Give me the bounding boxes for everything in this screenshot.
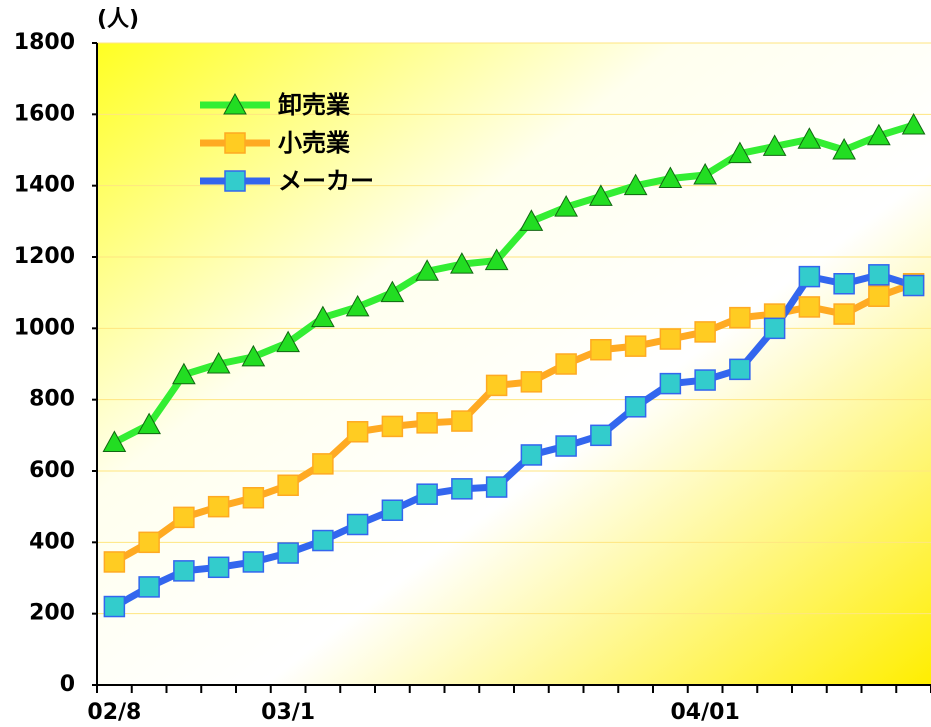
data-point — [451, 410, 473, 432]
data-point — [380, 280, 405, 303]
data-point — [311, 305, 335, 328]
data-point — [173, 506, 195, 529]
data-point — [763, 317, 786, 340]
data-point — [207, 495, 230, 518]
y-tick-label: 200 — [29, 601, 75, 626]
data-point — [137, 412, 161, 435]
data-point — [555, 353, 577, 375]
data-point — [415, 259, 439, 281]
data-point — [416, 412, 438, 434]
data-point — [832, 137, 856, 160]
data-point — [590, 338, 612, 361]
data-point — [485, 476, 508, 498]
y-tick-label: 1000 — [14, 315, 75, 340]
y-tick-label: 1800 — [14, 30, 75, 55]
data-point — [207, 556, 230, 579]
data-point — [833, 303, 855, 325]
data-point — [484, 248, 509, 271]
data-point — [173, 560, 195, 582]
y-tick-label: 1200 — [14, 244, 75, 269]
data-point — [172, 362, 196, 385]
data-point — [381, 499, 404, 521]
data-point — [381, 415, 404, 438]
data-point — [554, 195, 578, 217]
data-point — [312, 453, 334, 475]
data-point — [623, 173, 648, 196]
data-point — [694, 321, 716, 343]
data-point — [798, 296, 821, 318]
data-point — [277, 542, 299, 564]
data-point — [693, 162, 717, 185]
data-point — [589, 184, 613, 206]
y-tick-label: 600 — [29, 458, 75, 483]
data-point — [206, 351, 231, 374]
x-tick-label: 04/01 — [670, 700, 739, 725]
legend-label: メーカー — [278, 167, 374, 195]
data-point — [345, 294, 370, 317]
data-point — [138, 576, 160, 598]
data-point — [728, 141, 752, 164]
data-point — [241, 344, 266, 367]
data-point — [624, 335, 647, 357]
data-point — [103, 595, 126, 618]
data-point — [485, 374, 508, 397]
data-point — [312, 529, 334, 552]
data-point — [762, 134, 787, 156]
y-tick-label: 0 — [60, 672, 75, 697]
data-point — [450, 252, 474, 274]
x-tick-label: 03/1 — [261, 700, 315, 725]
data-point — [555, 435, 577, 457]
data-point — [797, 127, 822, 149]
x-tick-label: 02/8 — [87, 700, 141, 725]
data-point — [868, 264, 890, 286]
data-point — [624, 396, 647, 418]
y-tick-label: 1600 — [14, 101, 75, 126]
legend-marker — [224, 170, 246, 192]
data-point — [346, 421, 369, 443]
data-point — [729, 306, 751, 329]
data-point — [276, 330, 300, 353]
data-point — [833, 273, 855, 295]
data-point — [694, 369, 716, 391]
y-tick-label: 400 — [29, 529, 75, 554]
data-point — [901, 112, 926, 135]
data-point — [103, 551, 126, 573]
data-point — [277, 474, 299, 497]
data-point — [138, 531, 160, 554]
data-point — [729, 358, 751, 381]
data-point — [868, 285, 890, 307]
y-tick-label: 800 — [29, 387, 75, 412]
data-point — [242, 487, 265, 509]
data-point — [902, 274, 925, 297]
data-point — [590, 424, 612, 447]
data-point — [242, 551, 265, 573]
data-point — [519, 209, 544, 231]
legend-marker — [224, 132, 246, 154]
data-point — [659, 328, 682, 350]
legend-label: 小売業 — [278, 129, 350, 157]
data-point — [658, 166, 683, 189]
data-point — [346, 513, 369, 536]
legend-marker — [223, 92, 247, 115]
data-point — [659, 372, 682, 395]
data-point — [867, 123, 891, 146]
data-point — [416, 483, 438, 505]
data-point — [451, 478, 473, 500]
data-point — [798, 265, 821, 288]
legend-label: 卸売業 — [278, 91, 350, 119]
data-point — [102, 430, 127, 452]
data-point — [520, 444, 543, 466]
unit-label: (人) — [97, 7, 139, 32]
y-tick-label: 1400 — [14, 173, 75, 198]
data-point — [520, 371, 543, 393]
